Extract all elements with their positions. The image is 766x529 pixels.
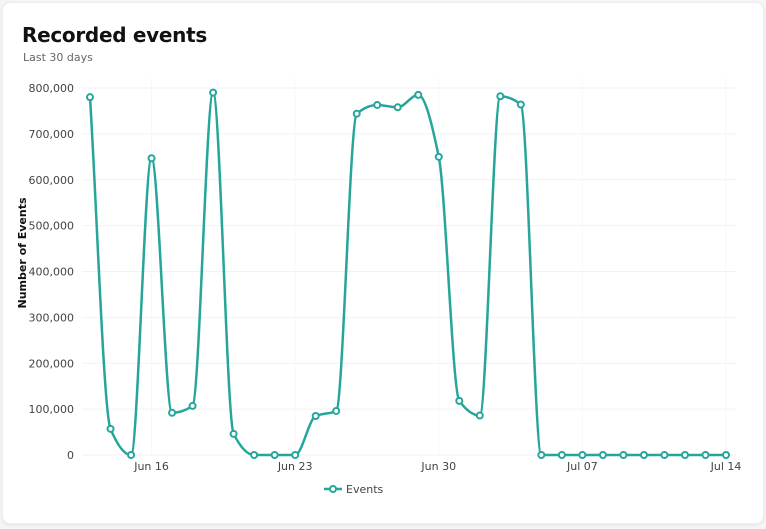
data-point[interactable] [516, 100, 525, 109]
y-tick-label: 400,000 [29, 266, 75, 279]
series-line-events [88, 91, 726, 457]
data-point[interactable] [168, 408, 177, 417]
x-tick-label: Jul 14 [710, 460, 742, 473]
data-point[interactable] [598, 451, 607, 459]
data-point[interactable] [229, 429, 238, 438]
data-point[interactable] [373, 100, 382, 109]
data-point[interactable] [127, 451, 136, 459]
data-point[interactable] [86, 93, 94, 102]
y-tick-label: 600,000 [29, 174, 75, 187]
data-point[interactable] [701, 451, 710, 459]
x-tick-label: Jun 16 [133, 460, 169, 473]
data-point[interactable] [475, 411, 484, 420]
x-tick-label: Jun 23 [277, 460, 313, 473]
y-tick-label: 100,000 [29, 403, 75, 416]
data-point[interactable] [455, 396, 464, 405]
y-tick-label: 500,000 [29, 220, 75, 233]
y-tick-label: 700,000 [29, 128, 75, 141]
legend-label-events: Events [346, 483, 384, 496]
legend-swatch-marker [329, 485, 337, 493]
legend[interactable]: Events [324, 483, 384, 496]
data-point[interactable] [434, 152, 443, 161]
data-point[interactable] [311, 412, 320, 421]
data-point[interactable] [106, 424, 115, 433]
data-point[interactable] [557, 451, 566, 459]
data-point[interactable] [639, 451, 648, 459]
chart-subtitle: Last 30 days [23, 51, 93, 64]
y-tick-label: 300,000 [29, 311, 75, 324]
data-point[interactable] [660, 451, 669, 459]
data-point[interactable] [393, 103, 402, 112]
x-tick-label: Jul 07 [566, 460, 598, 473]
chart-title: Recorded events [22, 23, 207, 47]
data-point[interactable] [147, 154, 156, 163]
y-tick-label: 0 [67, 449, 74, 462]
y-tick-label: 200,000 [29, 357, 75, 370]
y-axis-label: Number of Events [16, 197, 29, 308]
data-point[interactable] [332, 406, 341, 415]
data-point[interactable] [578, 451, 587, 459]
y-axis-ticks: 0 100,000 200,000 300,000 400,000 500,000 600,… [29, 82, 75, 462]
data-point[interactable] [619, 451, 628, 459]
data-point[interactable] [250, 451, 259, 459]
data-point[interactable] [188, 401, 197, 410]
data-point[interactable] [352, 109, 361, 118]
data-point[interactable] [270, 451, 279, 459]
data-point[interactable] [209, 88, 218, 97]
x-tick-label: Jun 30 [420, 460, 456, 473]
y-tick-label: 800,000 [29, 82, 75, 95]
series-events [86, 88, 730, 459]
grid-lines [82, 78, 736, 456]
data-point[interactable] [537, 451, 546, 459]
data-point[interactable] [680, 451, 689, 459]
data-point[interactable] [291, 451, 300, 459]
data-point[interactable] [722, 451, 730, 459]
data-point[interactable] [496, 92, 505, 101]
x-axis-ticks: Jun 16 Jun 23 Jun 30 Jul 07 Jul 14 [133, 460, 741, 473]
data-point[interactable] [414, 90, 423, 99]
